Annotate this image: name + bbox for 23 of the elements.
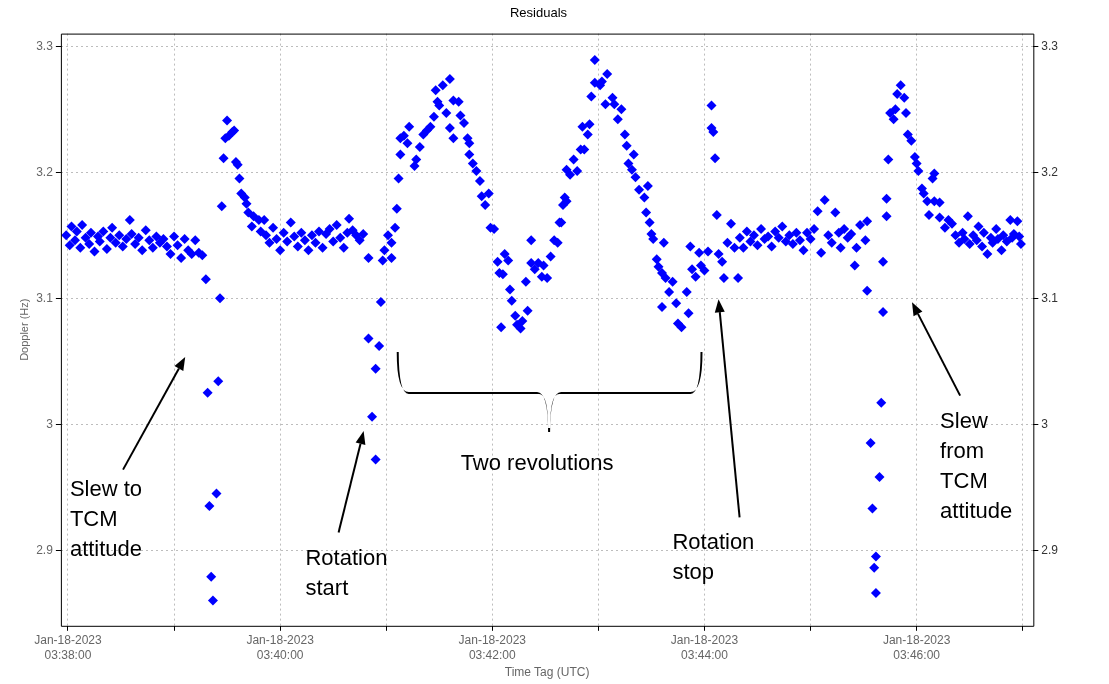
annotation: Two revolutions xyxy=(460,449,614,478)
x-tick-label: Jan-18-2023 03:44:00 xyxy=(670,633,739,662)
x-axis-title: Time Tag (UTC) xyxy=(504,665,590,680)
y-tick-label: 3.3 xyxy=(36,38,54,53)
chart-title: Residuals xyxy=(509,5,568,21)
y-tick-label: 3.2 xyxy=(36,164,54,179)
y-tick-label: 2.9 xyxy=(36,542,54,557)
annotation: Slew from TCM attitude xyxy=(940,406,1014,525)
y-tick-label: 3 xyxy=(46,416,54,431)
y2-tick-label: 3.2 xyxy=(1041,164,1059,179)
x-tick-label: Jan-18-2023 03:46:00 xyxy=(882,633,951,662)
annotation: Rotation stop xyxy=(672,528,756,587)
y2-tick-label: 3.3 xyxy=(1041,38,1059,53)
annotation: Rotation start xyxy=(305,543,389,602)
y-axis-title: Doppler (Hz) xyxy=(17,298,30,361)
y2-tick-label: 3 xyxy=(1041,416,1049,431)
x-tick-label: Jan-18-2023 03:40:00 xyxy=(246,633,315,662)
x-tick-label: Jan-18-2023 03:38:00 xyxy=(34,633,102,662)
annotation: Slew to TCM attitude xyxy=(69,474,144,563)
y2-tick-label: 3.1 xyxy=(1041,290,1059,305)
y-tick-label: 3.1 xyxy=(36,290,54,305)
x-tick-label: Jan-18-2023 03:42:00 xyxy=(458,633,527,662)
y2-tick-label: 2.9 xyxy=(1041,542,1059,557)
